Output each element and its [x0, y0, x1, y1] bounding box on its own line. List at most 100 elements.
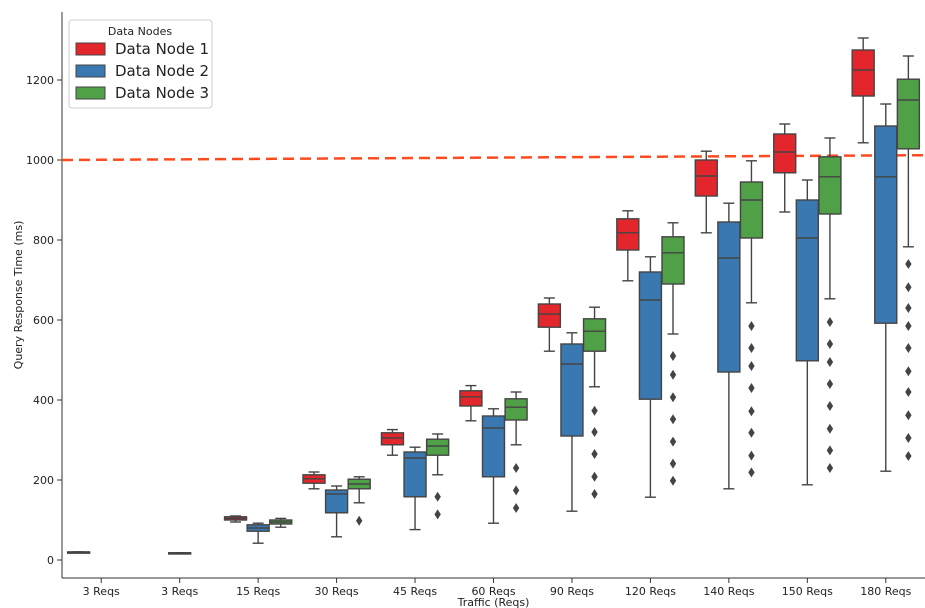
legend-title: Data Nodes — [108, 25, 172, 38]
outlier-marker — [669, 436, 677, 447]
boxes-group — [66, 37, 921, 555]
box-data-node-2 — [795, 179, 820, 486]
box-data-node-1 — [851, 37, 875, 144]
outlier-marker — [905, 451, 912, 461]
x-axis-title: Traffic (Reqs) — [457, 596, 530, 608]
box-data-node-3 — [504, 391, 528, 513]
box-data-node-3 — [739, 160, 764, 478]
box-data-node-1 — [616, 210, 640, 282]
outlier-marker — [512, 463, 520, 473]
legend-swatch-data-node-3 — [75, 86, 106, 100]
legend-swatch-data-node-1 — [75, 42, 106, 56]
box-body — [694, 159, 718, 197]
outlier-marker — [826, 339, 834, 349]
y-tick-label: 200 — [33, 474, 54, 487]
box-data-node-2 — [246, 522, 270, 544]
box-body — [481, 415, 506, 478]
outlier-marker — [512, 503, 520, 513]
outlier-marker — [669, 351, 677, 361]
outlier-marker — [748, 467, 755, 478]
outlier-marker — [591, 449, 598, 459]
box-body — [616, 218, 640, 251]
outlier-marker — [355, 515, 363, 526]
box-data-node-2 — [638, 256, 663, 498]
y-axis-title: Query Response Time (ms) — [12, 221, 25, 370]
y-tick-label: 600 — [33, 314, 54, 327]
outlier-marker — [748, 361, 755, 371]
box-body — [459, 390, 483, 407]
outlier-marker — [434, 509, 441, 520]
box-data-node-2 — [167, 552, 192, 555]
outlier-marker — [905, 303, 912, 313]
x-tick-label: 45 Reqs — [393, 585, 437, 598]
box-data-node-1 — [380, 428, 405, 456]
outlier-marker — [591, 405, 598, 416]
box-data-node-1 — [773, 123, 797, 213]
outlier-marker — [905, 321, 912, 331]
box-data-node-3 — [661, 222, 685, 486]
box-data-node-2 — [403, 446, 427, 531]
box-data-node-2 — [481, 408, 506, 524]
outlier-marker — [826, 445, 834, 456]
legend: Data Nodes Data Node 1 Data Node 2 Data Nod… — [68, 19, 213, 109]
outlier-marker — [905, 259, 912, 269]
axes: 0 200 400 600 800 1000 1200 3 Reqs 3 Reqs 15 Reqs… — [26, 12, 925, 598]
outlier-marker — [905, 282, 912, 293]
outlier-marker — [826, 379, 834, 389]
box-data-node-1 — [223, 515, 248, 523]
outlier-marker — [748, 343, 755, 353]
x-tick-label: 150 Reqs — [782, 585, 833, 598]
outlier-marker — [669, 392, 677, 403]
x-tick-label: 30 Reqs — [315, 585, 359, 598]
legend-swatch-data-node-2 — [75, 64, 106, 78]
outlier-marker — [512, 485, 520, 496]
y-tick-label: 0 — [47, 554, 54, 567]
outlier-marker — [748, 383, 755, 393]
box-body — [739, 181, 764, 239]
box-data-node-2 — [560, 332, 584, 512]
outlier-marker — [905, 410, 912, 421]
box-body — [795, 199, 820, 362]
x-tick-label: 3 Reqs — [83, 585, 120, 598]
x-tick-label: 3 Reqs — [161, 585, 198, 598]
legend-label-data-node-2: Data Node 2 — [115, 62, 209, 80]
outlier-marker — [905, 387, 912, 397]
x-tick-label: 120 Reqs — [625, 585, 676, 598]
box-body — [773, 133, 797, 174]
box-body — [504, 398, 528, 421]
box-data-node-3 — [896, 55, 921, 461]
x-tick-label: 180 Reqs — [860, 585, 911, 598]
box-body — [582, 318, 607, 352]
box-data-node-3 — [582, 306, 607, 499]
outlier-marker — [669, 414, 677, 425]
outlier-marker — [748, 427, 755, 438]
outlier-marker — [826, 423, 834, 434]
box-body — [896, 78, 921, 150]
box-body — [818, 156, 842, 215]
outlier-marker — [591, 471, 598, 482]
box-data-node-3 — [347, 476, 371, 526]
box-body — [324, 489, 349, 514]
box-data-node-1 — [302, 471, 326, 490]
y-tick-label: 1000 — [26, 154, 54, 167]
box-data-node-2 — [324, 485, 349, 538]
box-data-node-1 — [66, 551, 91, 554]
outlier-marker — [591, 427, 598, 437]
box-body — [638, 271, 663, 400]
box-body — [661, 236, 685, 285]
outlier-marker — [669, 475, 677, 486]
box-data-node-1 — [537, 297, 562, 352]
outlier-marker — [591, 489, 598, 499]
outlier-marker — [826, 357, 834, 367]
box-body — [425, 438, 450, 456]
box-data-node-2 — [717, 202, 741, 490]
x-tick-label: 90 Reqs — [550, 585, 594, 598]
y-tick-label: 1200 — [26, 74, 54, 87]
box-data-node-1 — [459, 384, 483, 422]
y-tick-label: 400 — [33, 394, 54, 407]
box-data-node-2 — [874, 103, 898, 472]
x-tick-label: 60 Reqs — [471, 585, 515, 598]
outlier-marker — [826, 317, 834, 327]
box-body — [560, 343, 584, 437]
